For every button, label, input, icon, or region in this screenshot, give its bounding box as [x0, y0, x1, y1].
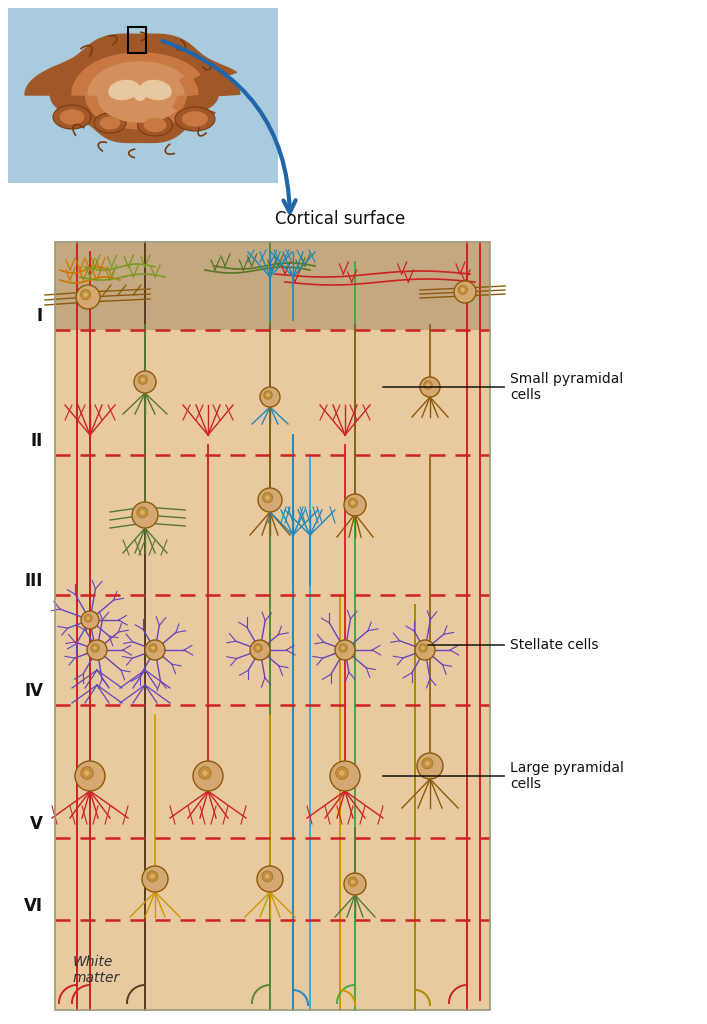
Circle shape	[132, 502, 158, 528]
FancyArrowPatch shape	[163, 41, 296, 213]
Text: Large pyramidal
cells: Large pyramidal cells	[382, 761, 624, 792]
Ellipse shape	[144, 118, 166, 132]
Circle shape	[335, 640, 355, 660]
Text: White
matter: White matter	[73, 955, 120, 985]
Circle shape	[81, 611, 99, 629]
Text: V: V	[30, 815, 43, 833]
Bar	[55, 242, 490, 1010]
Ellipse shape	[100, 117, 120, 129]
Circle shape	[425, 761, 430, 766]
Text: Small pyramidal
cells: Small pyramidal cells	[382, 372, 624, 402]
Circle shape	[150, 874, 155, 879]
Circle shape	[262, 493, 273, 503]
Circle shape	[256, 646, 259, 650]
Circle shape	[422, 758, 433, 769]
Circle shape	[257, 866, 283, 892]
Circle shape	[145, 640, 165, 660]
Circle shape	[90, 644, 99, 652]
Circle shape	[193, 761, 223, 791]
Circle shape	[86, 616, 90, 620]
Circle shape	[199, 767, 211, 779]
Circle shape	[140, 510, 145, 515]
Circle shape	[142, 866, 168, 892]
Circle shape	[348, 878, 358, 887]
Circle shape	[81, 767, 93, 779]
Circle shape	[93, 646, 97, 650]
Circle shape	[341, 646, 345, 650]
Circle shape	[423, 381, 432, 389]
Circle shape	[330, 761, 360, 791]
Circle shape	[264, 391, 272, 399]
Circle shape	[417, 753, 443, 779]
Circle shape	[265, 496, 270, 500]
Circle shape	[458, 285, 467, 295]
Circle shape	[339, 644, 347, 652]
Circle shape	[134, 371, 156, 393]
Circle shape	[351, 501, 355, 505]
Circle shape	[265, 874, 270, 879]
FancyBboxPatch shape	[8, 8, 278, 183]
Bar	[128, 27, 146, 53]
Circle shape	[348, 499, 358, 508]
Ellipse shape	[175, 106, 215, 131]
Circle shape	[87, 640, 107, 660]
Ellipse shape	[59, 110, 84, 125]
Text: Cortical surface: Cortical surface	[275, 210, 405, 228]
Circle shape	[351, 880, 355, 884]
Polygon shape	[72, 53, 200, 129]
Circle shape	[137, 507, 148, 518]
Polygon shape	[88, 62, 184, 122]
Circle shape	[147, 871, 158, 882]
Circle shape	[148, 644, 157, 652]
Circle shape	[258, 488, 282, 512]
Text: II: II	[30, 432, 43, 450]
Circle shape	[254, 644, 262, 652]
Text: Stellate cells: Stellate cells	[428, 638, 599, 652]
Ellipse shape	[133, 85, 147, 101]
Text: III: III	[25, 572, 43, 590]
Text: VI: VI	[24, 897, 43, 915]
Polygon shape	[25, 34, 240, 142]
Circle shape	[419, 644, 427, 652]
Bar	[55, 242, 490, 330]
Circle shape	[202, 770, 208, 776]
Ellipse shape	[94, 113, 126, 133]
Ellipse shape	[108, 80, 140, 100]
Circle shape	[151, 646, 155, 650]
Circle shape	[344, 494, 366, 516]
Ellipse shape	[140, 80, 172, 100]
Circle shape	[75, 761, 105, 791]
Circle shape	[84, 614, 92, 622]
Ellipse shape	[182, 112, 208, 127]
Circle shape	[426, 383, 430, 387]
Text: I: I	[37, 307, 43, 325]
Ellipse shape	[137, 114, 173, 136]
Circle shape	[262, 871, 273, 882]
Circle shape	[81, 290, 90, 300]
Circle shape	[250, 640, 270, 660]
Circle shape	[344, 873, 366, 895]
Circle shape	[420, 377, 440, 397]
Circle shape	[76, 285, 100, 309]
Circle shape	[84, 770, 90, 776]
Circle shape	[260, 387, 280, 407]
Ellipse shape	[53, 105, 91, 129]
Circle shape	[339, 770, 345, 776]
Circle shape	[454, 281, 476, 303]
Circle shape	[267, 393, 270, 396]
Circle shape	[421, 646, 425, 650]
Circle shape	[141, 378, 145, 382]
Text: IV: IV	[24, 682, 43, 700]
Circle shape	[138, 375, 148, 384]
Circle shape	[415, 640, 435, 660]
Circle shape	[336, 767, 349, 779]
Bar	[55, 330, 490, 1010]
Circle shape	[83, 293, 88, 297]
Circle shape	[461, 288, 464, 292]
